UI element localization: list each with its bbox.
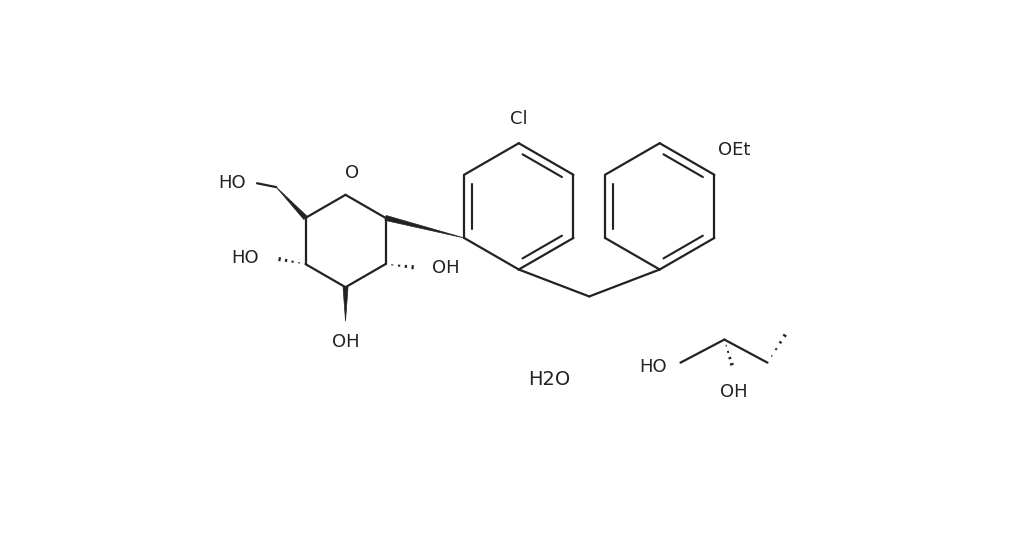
Text: HO: HO bbox=[218, 174, 246, 192]
Polygon shape bbox=[343, 287, 348, 321]
Text: OEt: OEt bbox=[718, 141, 751, 160]
Text: OH: OH bbox=[432, 259, 460, 277]
Text: OH: OH bbox=[719, 383, 747, 402]
Text: OH: OH bbox=[332, 334, 360, 351]
Text: Cl: Cl bbox=[510, 110, 528, 128]
Text: H2O: H2O bbox=[529, 370, 571, 389]
Polygon shape bbox=[385, 216, 464, 238]
Polygon shape bbox=[276, 187, 307, 219]
Text: HO: HO bbox=[639, 358, 666, 376]
Text: HO: HO bbox=[231, 249, 259, 267]
Text: O: O bbox=[344, 164, 359, 183]
